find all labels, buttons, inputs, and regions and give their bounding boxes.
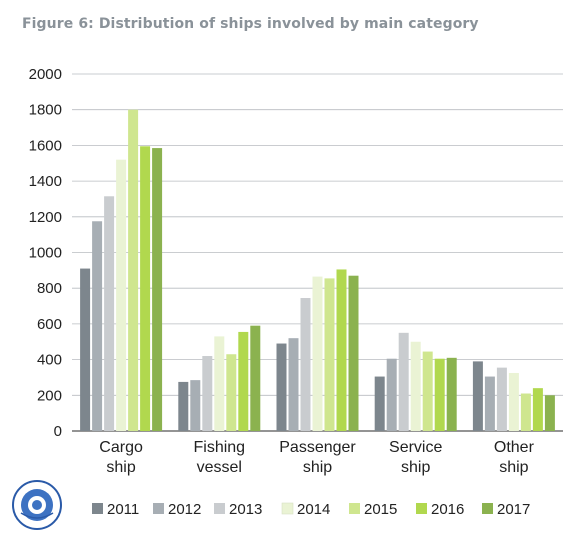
y-tick-label: 800	[37, 280, 62, 297]
bar-2016	[238, 331, 249, 431]
legend-swatch-2017	[482, 503, 493, 514]
y-tick-label: 1600	[29, 137, 62, 154]
legend-swatch-2016	[416, 503, 427, 514]
bar-2016	[336, 269, 347, 431]
bar-2012	[190, 380, 201, 431]
bar-2013	[202, 356, 213, 431]
bar-2011	[276, 343, 287, 431]
bar-2011	[472, 361, 483, 431]
bar-2015	[422, 351, 433, 431]
bar-2012	[92, 221, 103, 431]
bar-2015	[520, 393, 531, 431]
bar-2015	[324, 278, 335, 431]
organization-seal-logo	[12, 480, 62, 530]
legend-swatch-2013	[214, 503, 225, 514]
bar-2012	[484, 376, 495, 431]
bar-2016	[140, 146, 151, 432]
y-tick-label: 2000	[29, 66, 62, 83]
bar-2017	[250, 325, 261, 431]
y-tick-label: 1000	[29, 245, 62, 262]
bar-2014	[312, 276, 323, 431]
legend-swatch-2011	[92, 503, 103, 514]
legend: 2011 2012 2013 2014 2015 2016 2017	[92, 501, 530, 518]
bar-2015	[226, 354, 237, 431]
y-tick-label: 600	[37, 316, 62, 333]
bar-2014	[508, 372, 519, 431]
bar-2012	[288, 338, 299, 431]
bar-2015	[128, 109, 139, 431]
legend-label: 2017	[497, 501, 530, 518]
legend-label: 2016	[431, 501, 464, 518]
x-category-label: Passenger ship	[279, 439, 356, 476]
y-tick-label: 400	[37, 352, 62, 369]
legend-swatch-2014	[281, 502, 294, 515]
legend-label: 2014	[297, 501, 330, 518]
y-tick-label: 1400	[29, 173, 62, 190]
bar-2017	[544, 395, 555, 431]
legend-label: 2013	[229, 501, 262, 518]
bars	[80, 109, 555, 432]
x-category-label: Other ship	[494, 439, 535, 476]
bar-2011	[80, 268, 91, 431]
bar-2014	[116, 159, 127, 431]
x-category-label: Fishing vessel	[194, 439, 246, 476]
legend-swatch-2015	[349, 503, 360, 514]
bar-2016	[434, 358, 445, 431]
legend-label: 2015	[364, 501, 397, 518]
x-axis-category-labels: Cargo ship Fishing vessel Passenger ship Servi…	[99, 439, 534, 476]
bar-2017	[446, 357, 457, 431]
x-category-label: Cargo ship	[99, 439, 143, 476]
y-tick-label: 0	[54, 423, 62, 440]
bar-2012	[386, 358, 397, 431]
y-tick-label: 200	[37, 387, 62, 404]
bar-2013	[104, 196, 115, 431]
y-axis-tick-labels: 0 200 400 600 800 1000 1200 1400 1600 1800 2000	[29, 66, 62, 440]
bar-2017	[348, 275, 359, 431]
bar-2016	[532, 388, 543, 431]
bar-2013	[398, 332, 409, 431]
legend-swatch-2012	[153, 503, 164, 514]
y-tick-label: 1200	[29, 209, 62, 226]
x-category-label: Service ship	[389, 439, 442, 476]
legend-label: 2012	[168, 501, 201, 518]
chart-title: Figure 6: Distribution of ships involved…	[22, 16, 479, 32]
bar-2011	[374, 376, 385, 431]
bar-2011	[178, 381, 189, 431]
bar-2017	[152, 148, 163, 431]
bar-2013	[300, 298, 311, 431]
legend-label: 2011	[107, 501, 139, 518]
bar-2014	[410, 341, 421, 431]
bar-2013	[496, 367, 507, 431]
bar-2014	[214, 336, 225, 431]
y-tick-label: 1800	[29, 102, 62, 119]
